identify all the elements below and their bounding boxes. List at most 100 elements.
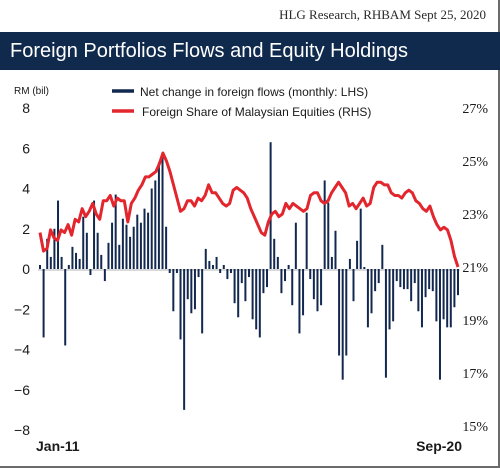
flow-bar <box>284 269 287 282</box>
flow-bar <box>305 212 308 269</box>
flow-bar <box>287 264 290 269</box>
flow-bar <box>75 252 78 269</box>
left-tick-label: −6 <box>14 382 30 398</box>
flow-bar <box>233 269 236 304</box>
flow-bar <box>431 269 434 292</box>
flow-bar <box>157 162 160 269</box>
right-tick-label: 25% <box>462 155 488 170</box>
flow-bar <box>143 208 146 270</box>
chart-area: 8 6 4 2 0 −2 −4 −6 −8 27% 25% 23% 21% 19% 17% 15% RM (… <box>14 85 488 454</box>
right-tick-label: 17% <box>462 367 488 382</box>
flow-bar <box>78 258 81 269</box>
legend: Net change in foreign flows (monthly: LH… <box>112 85 371 119</box>
flow-bar <box>330 256 333 269</box>
left-tick-label: −2 <box>14 301 30 317</box>
left-tick-label: −4 <box>14 342 30 358</box>
flow-bar <box>85 232 88 269</box>
flow-bar <box>248 269 250 278</box>
flow-bar <box>49 256 52 269</box>
left-tick-label: −8 <box>14 422 30 438</box>
flow-bar <box>136 214 139 269</box>
flow-bar <box>193 269 196 310</box>
flow-bar <box>154 180 157 269</box>
flow-bar <box>388 269 391 330</box>
left-tick-label: 4 <box>22 181 30 197</box>
flow-bar <box>168 269 171 274</box>
x-label-start: Jan-11 <box>36 438 80 454</box>
flow-bar <box>399 269 402 288</box>
flow-bar <box>294 222 297 269</box>
flow-bar <box>359 208 362 270</box>
flow-bar <box>323 180 326 269</box>
right-tick-label: 27% <box>462 102 488 117</box>
flow-bar <box>381 244 384 269</box>
flow-bar <box>211 264 214 269</box>
flow-bar <box>82 216 85 269</box>
foreign-share-line <box>38 151 460 268</box>
flow-bar <box>118 244 121 269</box>
flow-bar <box>384 269 387 378</box>
right-tick-label: 23% <box>462 208 488 223</box>
source-note: HLG Research, RHBAM Sept 25, 2020 <box>279 7 486 22</box>
flow-bar <box>165 226 168 269</box>
flow-bar <box>446 269 449 328</box>
flow-bar <box>219 269 222 274</box>
flow-bar <box>327 202 330 269</box>
flow-bar <box>366 269 369 328</box>
flow-bar <box>100 254 103 269</box>
flow-bar <box>266 269 269 288</box>
legend-bars-label: Net change in foreign flows (monthly: LH… <box>140 85 368 99</box>
flow-bar <box>402 269 405 290</box>
flow-bar <box>226 269 229 280</box>
right-axis-ticks: 27% 25% 23% 21% 19% 17% 15% <box>462 102 488 435</box>
flow-bar <box>93 200 96 269</box>
flow-bar <box>424 269 427 298</box>
flow-bar <box>179 269 182 340</box>
flow-bar <box>269 142 272 269</box>
flow-bar <box>121 218 124 269</box>
flow-bar <box>67 264 70 269</box>
flow-bar <box>298 269 301 334</box>
flow-bar <box>251 269 254 320</box>
flow-bar <box>186 269 189 300</box>
flow-bar <box>363 266 366 269</box>
flow-bar <box>334 230 337 269</box>
flow-bar <box>280 269 283 294</box>
flow-bar <box>435 269 438 322</box>
flow-bar <box>348 258 351 269</box>
flow-bar <box>132 226 135 269</box>
flow-bar <box>46 238 49 269</box>
flow-bar <box>229 269 232 274</box>
flow-bar <box>273 238 276 269</box>
flow-bar <box>370 269 373 314</box>
flow-bar <box>453 269 456 308</box>
flow-bar <box>175 269 178 274</box>
flow-bar <box>262 269 265 294</box>
flow-bar <box>125 224 128 269</box>
flow-bar <box>42 269 45 338</box>
flow-bar <box>114 194 117 269</box>
flow-bar <box>312 269 315 300</box>
flow-bar <box>107 242 110 269</box>
flow-bar <box>341 269 344 380</box>
chart-title: Foreign Portfolios Flows and Equity Hold… <box>10 40 408 62</box>
left-tick-label: 2 <box>22 221 30 237</box>
flow-bar <box>215 256 218 269</box>
flow-bar <box>96 232 99 269</box>
flow-bar <box>309 269 312 280</box>
flow-bar <box>103 269 106 282</box>
left-axis-ticks: 8 6 4 2 0 −2 −4 −6 −8 <box>14 100 30 438</box>
flow-bar <box>406 269 409 290</box>
x-label-end: Sep-20 <box>416 438 462 454</box>
flow-bar <box>320 269 323 306</box>
flow-bar <box>276 256 279 269</box>
flow-bar <box>129 236 132 269</box>
flow-bar <box>417 269 420 312</box>
flow-bar <box>413 269 416 284</box>
flow-bar <box>442 269 445 320</box>
flow-bar <box>356 240 359 269</box>
flow-bar <box>237 269 240 318</box>
flow-bar <box>392 269 395 322</box>
flow-bar <box>172 269 175 312</box>
